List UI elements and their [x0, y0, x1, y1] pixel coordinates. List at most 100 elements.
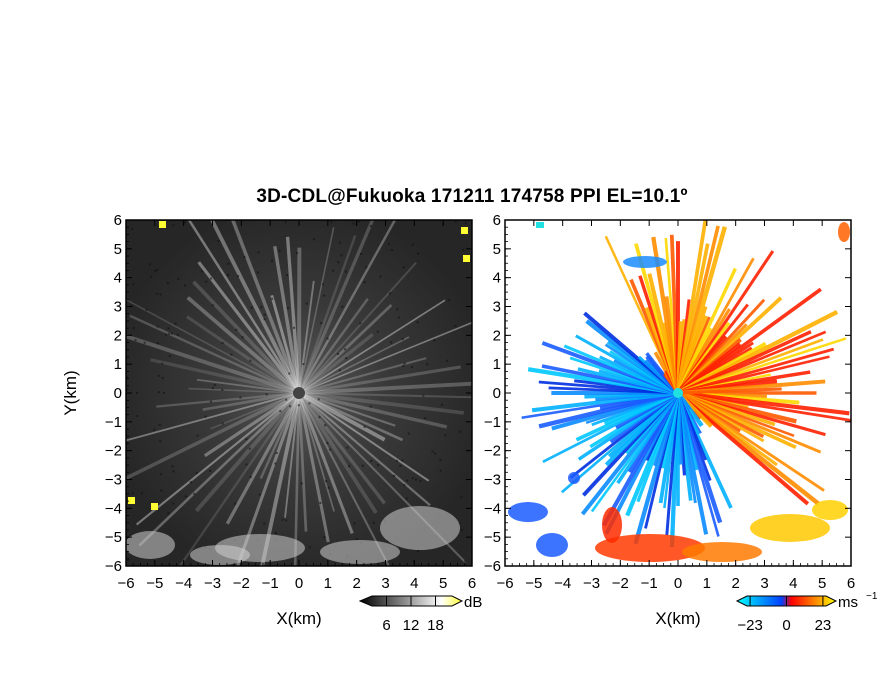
x-tick-label: −4	[554, 575, 571, 592]
noise-speck	[260, 306, 263, 309]
x-tick-label: 4	[410, 575, 418, 592]
noise-speck	[297, 404, 300, 407]
right-ray-layer	[521, 220, 851, 548]
noise-speck	[177, 277, 180, 280]
noise-speck	[403, 362, 406, 365]
echo-ray	[298, 381, 472, 395]
echo-ray	[298, 299, 446, 394]
noise-speck	[126, 375, 129, 378]
echo-patch	[126, 531, 175, 559]
noise-speck	[172, 502, 175, 505]
echo-ray	[126, 391, 300, 481]
noise-speck	[126, 388, 129, 391]
echo-ray	[126, 334, 300, 395]
y-tick-label: −6	[484, 558, 501, 575]
y-tick-label: −4	[105, 500, 122, 517]
noise-speck	[444, 434, 447, 437]
echo-ray	[298, 391, 386, 442]
noise-speck	[263, 522, 266, 525]
y-tick-label: −3	[484, 472, 501, 489]
noise-speck	[379, 275, 382, 278]
noise-speck	[161, 376, 164, 379]
noise-speck	[440, 403, 443, 406]
right-colorbar-ticks: −23 0 23	[737, 596, 831, 634]
y-tick-label: 6	[114, 212, 122, 229]
echo-ray	[297, 392, 354, 535]
y-tick-label: −5	[484, 529, 501, 546]
x-tick-label: 3	[760, 575, 768, 592]
left-center-marker	[293, 387, 305, 399]
noise-speck	[271, 297, 274, 300]
noise-speck	[439, 469, 442, 472]
velocity-patch	[812, 500, 848, 520]
y-tick-label: 1	[493, 356, 501, 373]
x-tick-label: −3	[204, 575, 221, 592]
noise-speck	[195, 471, 198, 474]
noise-speck	[416, 550, 419, 553]
echo-ray	[298, 391, 472, 399]
noise-speck	[462, 248, 465, 251]
echo-ray	[197, 261, 301, 394]
noise-speck	[157, 374, 160, 377]
noise-speck	[235, 328, 238, 331]
noise-speck	[230, 353, 233, 356]
noise-speck	[284, 221, 287, 224]
noise-speck	[344, 270, 347, 273]
y-tick-label: −1	[105, 414, 122, 431]
echo-ray	[230, 220, 301, 394]
x-tick-label: −4	[175, 575, 192, 592]
chart-title: 3D-CDL@Fukuoka 171211 174758 PPI EL=10.1…	[256, 186, 688, 207]
noise-speck	[249, 476, 252, 479]
y-tick-label: −5	[105, 529, 122, 546]
noise-speck	[196, 434, 199, 437]
echo-ray	[297, 220, 397, 394]
noise-speck	[237, 275, 240, 278]
noise-speck	[164, 333, 167, 336]
x-tick-label: 5	[818, 575, 826, 592]
echo-ray	[126, 298, 300, 394]
y-tick-label: 2	[114, 327, 122, 344]
noise-speck	[226, 273, 229, 276]
echo-ray	[297, 333, 374, 395]
noise-speck	[256, 271, 259, 274]
noise-speck	[257, 251, 260, 254]
noise-speck	[168, 332, 171, 335]
noise-speck	[401, 338, 404, 341]
noise-speck	[130, 228, 133, 231]
left-panel: −6 −5 −4 −3 −2 −1 0 1 2 3 4 5 6 6 5 4 3 2 1 0 −1 −2 −3 −4 −5 −6 X…	[61, 212, 476, 628]
noise-speck	[174, 322, 177, 325]
noise-speck	[263, 313, 266, 316]
noise-speck	[417, 564, 420, 566]
y-tick-label: −2	[105, 443, 122, 460]
velocity-patch	[568, 472, 580, 484]
noise-speck	[285, 519, 288, 522]
noise-speck	[340, 254, 343, 257]
echo-ray	[298, 261, 417, 394]
echo-ray	[297, 235, 357, 394]
noise-speck	[153, 428, 156, 431]
echo-ray	[297, 297, 369, 394]
noise-speck	[353, 522, 356, 525]
velocity-patch	[595, 534, 705, 562]
noise-speck	[130, 304, 133, 307]
noise-speck	[361, 464, 364, 467]
noise-speck	[278, 249, 281, 252]
echo-patch	[320, 540, 400, 564]
noise-speck	[155, 292, 158, 295]
y-tick-label: 4	[493, 270, 501, 287]
noise-speck	[245, 438, 248, 441]
noise-speck	[204, 415, 207, 418]
y-tick-label: −3	[105, 472, 122, 489]
noise-speck	[156, 325, 159, 328]
y-tick-label: 5	[114, 241, 122, 258]
noise-speck	[393, 474, 396, 477]
noise-speck	[433, 339, 436, 342]
noise-speck	[279, 410, 282, 413]
x-tick-label: 0	[295, 575, 303, 592]
echo-ray	[298, 392, 335, 512]
noise-speck	[419, 479, 422, 482]
echo-ray	[284, 392, 300, 518]
left-axis-ticks: −6 −5 −4 −3 −2 −1 0 1 2 3 4 5 6 6 5 4 3 2 1 0 −1 −2 −3 −4 −5 −6	[105, 212, 476, 592]
noise-speck	[416, 252, 419, 255]
noise-speck	[265, 393, 268, 396]
